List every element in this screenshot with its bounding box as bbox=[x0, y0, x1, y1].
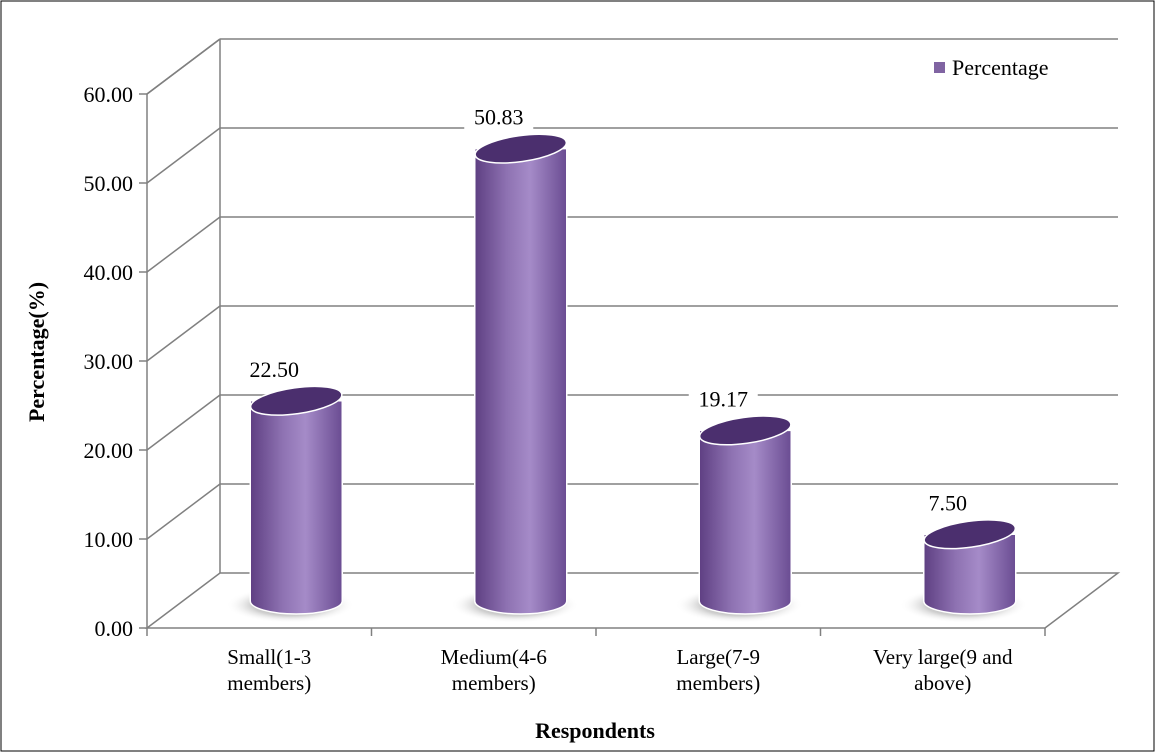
x-tick-label: members) bbox=[452, 671, 536, 695]
data-label: 7.50 bbox=[929, 490, 968, 515]
x-axis-title: Respondents bbox=[535, 718, 655, 743]
gridline-side bbox=[146, 394, 221, 451]
y-tick-label: 0.00 bbox=[95, 616, 134, 641]
x-tick-label: above) bbox=[914, 671, 971, 695]
bar-body bbox=[249, 400, 343, 615]
bar-top bbox=[474, 133, 568, 164]
data-label-bg bbox=[688, 386, 758, 413]
x-tick-label: Very large(9 and bbox=[873, 645, 1013, 669]
x-tick-label: Large(7-9 bbox=[676, 645, 760, 669]
bar bbox=[474, 133, 568, 615]
bar-top bbox=[923, 519, 1017, 550]
y-tick-label: 60.00 bbox=[84, 82, 134, 107]
bar bbox=[249, 385, 343, 615]
data-label-bg bbox=[239, 356, 309, 383]
gridline-side bbox=[146, 38, 221, 95]
legend-label: Percentage bbox=[952, 55, 1049, 80]
x-tick-label: members) bbox=[676, 671, 760, 695]
gridline-side bbox=[146, 483, 221, 540]
data-label: 22.50 bbox=[250, 357, 300, 382]
gridline-side bbox=[146, 127, 221, 184]
floor bbox=[144, 572, 1121, 629]
data-label: 19.17 bbox=[699, 386, 749, 411]
x-tick-label: Medium(4-6 bbox=[441, 645, 547, 669]
data-label-bg bbox=[464, 104, 534, 131]
y-tick-label: 40.00 bbox=[84, 260, 134, 285]
data-label-bg bbox=[918, 490, 977, 517]
legend-swatch bbox=[934, 62, 945, 73]
y-tick-label: 20.00 bbox=[84, 438, 134, 463]
y-tick-label: 50.00 bbox=[84, 171, 134, 196]
bar-top bbox=[249, 385, 343, 416]
x-tick-label: members) bbox=[227, 671, 311, 695]
bar-top bbox=[698, 415, 792, 446]
bar-body bbox=[923, 533, 1017, 615]
x-tick-label: Small(1-3 bbox=[227, 645, 311, 669]
data-label: 50.83 bbox=[474, 105, 524, 130]
bar bbox=[923, 519, 1017, 615]
y-axis-title: Percentage(%) bbox=[24, 282, 49, 422]
gridline-side bbox=[146, 305, 221, 362]
bar-body bbox=[698, 429, 792, 615]
bar-body bbox=[474, 147, 568, 615]
gridline-side bbox=[146, 216, 221, 273]
bar bbox=[698, 415, 792, 615]
y-tick-label: 30.00 bbox=[84, 349, 134, 374]
y-tick-label: 10.00 bbox=[84, 527, 134, 552]
